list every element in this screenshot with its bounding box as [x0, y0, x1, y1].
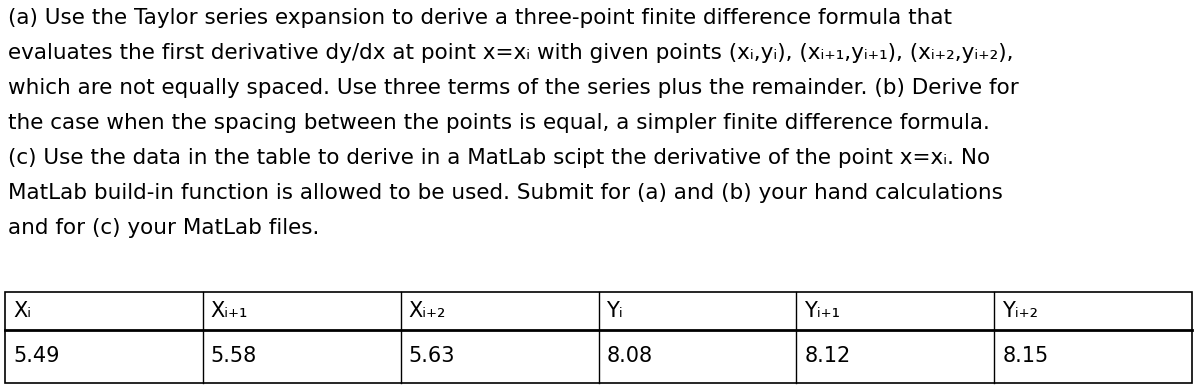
Text: Yᵢ: Yᵢ — [606, 301, 623, 321]
Text: 5.63: 5.63 — [409, 346, 455, 366]
Text: 5.49: 5.49 — [13, 346, 60, 366]
Text: evaluates the first derivative dy/dx at point x=xᵢ with given points (xᵢ,yᵢ), (x: evaluates the first derivative dy/dx at … — [8, 43, 1014, 63]
Text: MatLab build-in function is allowed to be used. Submit for (a) and (b) your hand: MatLab build-in function is allowed to b… — [8, 183, 1003, 203]
Text: Xᵢ₊₁: Xᵢ₊₁ — [211, 301, 248, 321]
Text: and for (c) your MatLab files.: and for (c) your MatLab files. — [8, 218, 319, 238]
Text: 8.12: 8.12 — [804, 346, 851, 366]
Text: (a) Use the Taylor series expansion to derive a three-point finite difference fo: (a) Use the Taylor series expansion to d… — [8, 8, 952, 28]
Text: Yᵢ₊₁: Yᵢ₊₁ — [804, 301, 840, 321]
Text: which are not equally spaced. Use three terms of the series plus the remainder. : which are not equally spaced. Use three … — [8, 78, 1019, 98]
Text: Yᵢ₊₂: Yᵢ₊₂ — [1002, 301, 1038, 321]
Text: the case when the spacing between the points is equal, a simpler finite differen: the case when the spacing between the po… — [8, 113, 990, 133]
Text: 8.08: 8.08 — [606, 346, 653, 366]
Text: Xᵢ₊₂: Xᵢ₊₂ — [409, 301, 446, 321]
Bar — [5, 292, 1192, 383]
Text: Xᵢ: Xᵢ — [13, 301, 31, 321]
Text: 8.15: 8.15 — [1002, 346, 1049, 366]
Text: (c) Use the data in the table to derive in a MatLab scipt the derivative of the : (c) Use the data in the table to derive … — [8, 148, 990, 168]
Text: 5.58: 5.58 — [211, 346, 257, 366]
